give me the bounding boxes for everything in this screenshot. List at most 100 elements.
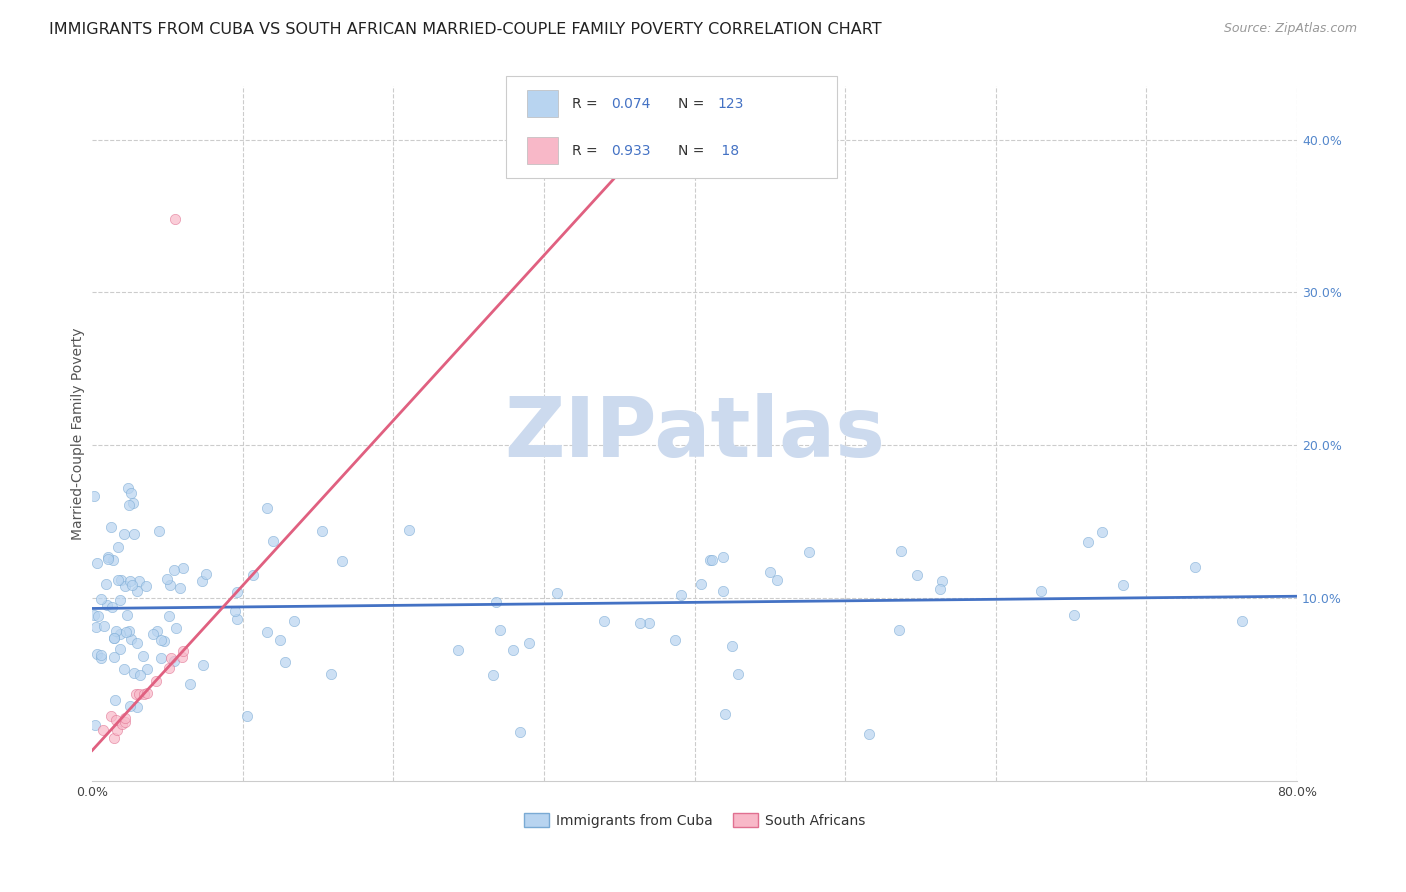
Text: R =: R = xyxy=(572,144,602,158)
Point xyxy=(103,631,125,645)
Point xyxy=(671,588,693,602)
Point xyxy=(148,524,170,538)
Point xyxy=(172,560,194,574)
Point xyxy=(100,599,122,614)
Legend: Immigrants from Cuba, South Africans: Immigrants from Cuba, South Africans xyxy=(519,807,872,833)
Point xyxy=(699,552,721,566)
Point xyxy=(110,573,132,587)
Point xyxy=(593,614,616,628)
Point xyxy=(136,662,159,676)
Point xyxy=(94,577,117,591)
Point xyxy=(931,574,953,588)
Point xyxy=(117,624,139,638)
Point xyxy=(101,552,124,566)
Point xyxy=(111,716,134,731)
Point xyxy=(120,486,142,500)
Point xyxy=(638,615,661,630)
Point xyxy=(121,578,143,592)
Point xyxy=(311,524,333,538)
Point xyxy=(191,657,214,672)
Point xyxy=(547,585,569,599)
Point xyxy=(224,604,246,618)
Text: IMMIGRANTS FROM CUBA VS SOUTH AFRICAN MARRIED-COUPLE FAMILY POVERTY CORRELATION : IMMIGRANTS FROM CUBA VS SOUTH AFRICAN MA… xyxy=(49,22,882,37)
Point xyxy=(170,650,193,665)
Point xyxy=(91,723,114,737)
Text: R =: R = xyxy=(572,96,602,111)
Point xyxy=(83,607,105,622)
Point xyxy=(90,650,112,665)
Point xyxy=(928,582,950,597)
Point xyxy=(125,584,148,599)
Point xyxy=(112,662,135,676)
Point xyxy=(1184,560,1206,574)
Point xyxy=(664,633,686,648)
Point xyxy=(125,636,148,650)
Point xyxy=(153,634,176,648)
Point xyxy=(1077,535,1099,549)
Point xyxy=(727,666,749,681)
Point xyxy=(447,642,470,657)
Point xyxy=(114,624,136,639)
Point xyxy=(157,660,180,674)
Text: 0.933: 0.933 xyxy=(612,144,651,158)
Point xyxy=(485,595,508,609)
Point xyxy=(509,725,531,739)
Point xyxy=(135,686,157,700)
Point xyxy=(118,574,141,588)
Text: 18: 18 xyxy=(717,144,740,158)
Point xyxy=(90,592,112,607)
Point xyxy=(169,582,191,596)
Point xyxy=(93,619,115,633)
Text: ZIPatlas: ZIPatlas xyxy=(505,393,886,475)
Point xyxy=(256,624,278,639)
Text: N =: N = xyxy=(678,144,709,158)
Text: 123: 123 xyxy=(717,96,744,111)
Point xyxy=(104,693,127,707)
Point xyxy=(145,673,167,688)
Point xyxy=(721,639,744,653)
Point xyxy=(86,556,108,570)
Point xyxy=(890,544,912,558)
Point xyxy=(321,666,343,681)
Point xyxy=(128,574,150,589)
Point xyxy=(502,643,524,657)
Point xyxy=(163,212,186,227)
Point xyxy=(84,717,107,731)
Point xyxy=(128,687,150,701)
Point xyxy=(117,481,139,495)
Point xyxy=(628,616,651,631)
Point xyxy=(759,565,782,579)
Point xyxy=(87,609,110,624)
Point xyxy=(129,668,152,682)
Point xyxy=(103,731,125,746)
Point xyxy=(97,552,120,566)
Point xyxy=(159,578,181,592)
Point xyxy=(149,650,172,665)
Point xyxy=(519,636,541,650)
Point xyxy=(269,632,291,647)
Text: N =: N = xyxy=(678,96,709,111)
Point xyxy=(122,527,145,541)
Point xyxy=(118,498,141,512)
Point xyxy=(236,708,259,723)
Point xyxy=(157,609,180,624)
Point xyxy=(115,607,138,622)
Point xyxy=(104,624,127,638)
Point xyxy=(858,726,880,740)
Point xyxy=(122,665,145,680)
Point xyxy=(132,687,155,701)
Point xyxy=(225,612,247,626)
Point xyxy=(121,495,143,509)
Point xyxy=(165,621,187,635)
Point xyxy=(398,523,420,537)
Point xyxy=(150,632,173,647)
Point xyxy=(108,627,131,641)
Point xyxy=(1029,584,1052,599)
Point xyxy=(108,593,131,607)
Point xyxy=(179,677,201,691)
Point xyxy=(135,579,157,593)
Point xyxy=(103,631,125,645)
Point xyxy=(194,566,217,581)
Point xyxy=(97,550,120,565)
Point xyxy=(107,540,129,554)
